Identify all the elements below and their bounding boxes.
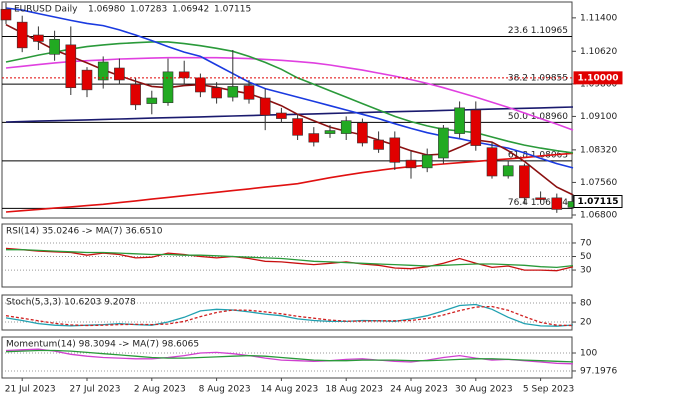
y-tick-label: 1.10620 xyxy=(580,47,617,57)
candle-body xyxy=(0,8,12,21)
series-line xyxy=(5,56,574,131)
panel-title: Momentum(14) 98.3094 -> MA(7) 98.6065 xyxy=(6,340,199,350)
ohlc-label: 1.07283 xyxy=(130,5,167,15)
panel-frame xyxy=(1,1,573,219)
candle-body xyxy=(162,71,174,104)
panel-title: RSI(14) 35.0246 -> MA(7) 36.6510 xyxy=(6,227,163,237)
candle-body xyxy=(438,127,449,159)
series-line xyxy=(5,349,574,363)
level-label: 23.6 1.10965 xyxy=(508,26,568,36)
candle-body xyxy=(178,71,190,79)
ohlc-label: 1.06980 xyxy=(88,5,125,15)
y-tick-label: 100 xyxy=(580,349,597,359)
panel-frame xyxy=(1,223,573,288)
x-tick-label: 2 Aug 2023 xyxy=(134,385,186,395)
candle-body xyxy=(227,86,239,98)
x-tick-label: 21 Jul 2023 xyxy=(5,385,56,395)
candle-body xyxy=(195,77,206,93)
x-tick-label: 24 Aug 2023 xyxy=(390,385,448,395)
candle-body xyxy=(292,118,303,136)
level-label: 38.2 1.09855 xyxy=(508,74,568,84)
candle-body xyxy=(49,38,60,55)
candle-body xyxy=(130,83,141,106)
candle-body xyxy=(276,112,287,119)
candle-body xyxy=(211,87,222,99)
panel-frame xyxy=(1,294,573,331)
y-tick-label: 50 xyxy=(580,252,592,262)
candle-body xyxy=(502,165,514,177)
candle-body xyxy=(65,44,77,89)
candle-body xyxy=(454,107,465,134)
panel-title: EURUSD Daily xyxy=(14,5,78,15)
y-tick-label: 30 xyxy=(580,266,592,276)
x-tick-label: 8 Aug 2023 xyxy=(199,385,251,395)
price-box xyxy=(573,71,623,85)
level-label: 61.8 1.08063 xyxy=(508,150,568,160)
candle-body xyxy=(16,21,28,49)
ohlc-label: 1.07115 xyxy=(214,5,251,15)
ohlc-label: 1.06942 xyxy=(172,5,209,15)
y-tick-label: 1.07560 xyxy=(580,178,617,188)
candle-body xyxy=(357,122,368,144)
x-tick-label: 14 Aug 2023 xyxy=(261,385,319,395)
price-box-label: 1.07115 xyxy=(578,197,619,207)
series-line xyxy=(6,249,574,269)
series-line xyxy=(5,106,574,123)
y-tick-label: 1.11400 xyxy=(580,13,617,23)
y-tick-label: 1.08320 xyxy=(580,145,617,155)
x-tick-label: 30 Aug 2023 xyxy=(455,385,513,395)
y-tick-label: 80 xyxy=(580,298,592,308)
level-label: 76.4 1.06954 xyxy=(508,198,568,208)
candle-body xyxy=(33,34,44,42)
price-box-label: 1.10000 xyxy=(578,73,619,83)
candle-body xyxy=(486,147,498,177)
candle-body xyxy=(81,69,93,91)
candle-body xyxy=(373,139,384,150)
candle-body xyxy=(405,159,417,169)
candle-body xyxy=(146,97,158,104)
candle-body xyxy=(551,197,563,210)
candle-body xyxy=(421,154,433,169)
candle-body xyxy=(259,97,271,116)
x-tick-label: 27 Jul 2023 xyxy=(70,385,121,395)
candle-body xyxy=(243,85,255,100)
candle-body xyxy=(519,165,530,199)
candle-body xyxy=(97,61,109,81)
candle-body xyxy=(535,197,546,200)
panel-title: Stoch(5,3,3) 10.6203 9.2078 xyxy=(6,298,136,308)
candle-body xyxy=(114,67,125,81)
candle-body xyxy=(308,133,320,143)
y-tick-label: 1.06800 xyxy=(580,211,617,221)
series-line xyxy=(5,305,574,327)
y-tick-label: 20 xyxy=(580,318,592,328)
panel-frame xyxy=(1,336,573,379)
candle-body xyxy=(470,109,482,146)
y-tick-label: 1.09100 xyxy=(580,112,617,122)
candle-body xyxy=(324,130,336,134)
y-tick-label: 97.1976 xyxy=(580,366,617,376)
price-box xyxy=(573,195,623,208)
candle-body xyxy=(389,137,401,163)
x-tick-label: 18 Aug 2023 xyxy=(325,385,383,395)
series-line xyxy=(5,152,574,213)
x-tick-label: 5 Sep 2023 xyxy=(523,385,574,395)
y-tick-label: 70 xyxy=(580,238,592,248)
candle-body xyxy=(340,120,352,134)
